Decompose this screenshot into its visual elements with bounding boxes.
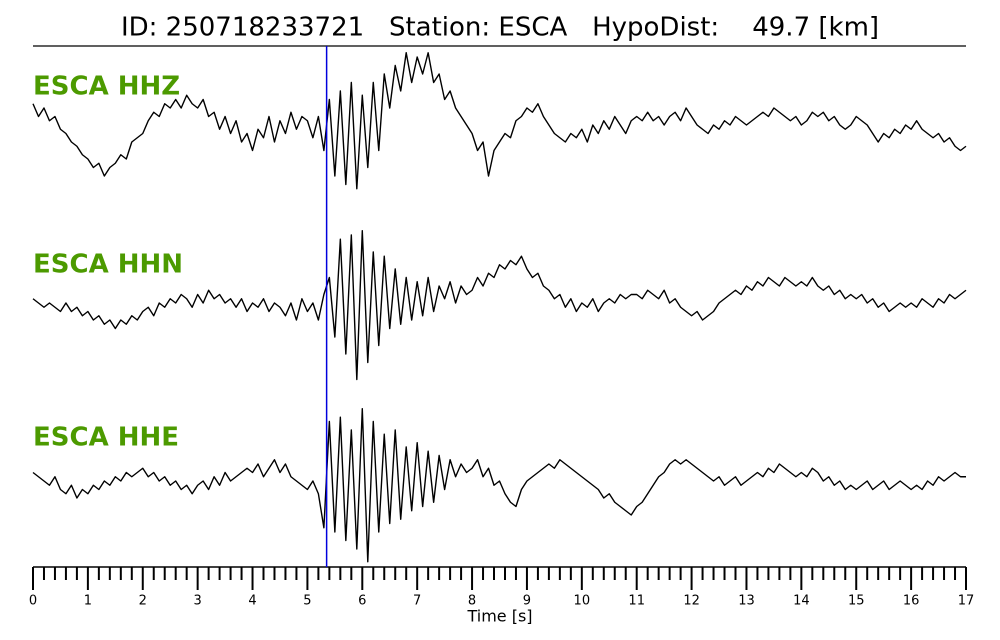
x-tick-label: 2 xyxy=(139,594,147,609)
trace-label: ESCA HHE xyxy=(33,423,179,453)
x-tick-label: 11 xyxy=(628,594,645,609)
x-tick-label: 7 xyxy=(413,594,421,609)
x-tick-label: 6 xyxy=(358,594,366,609)
x-tick-label: 3 xyxy=(194,594,202,609)
x-tick-label: 5 xyxy=(303,594,311,609)
trace-label: ESCA HHN xyxy=(33,250,183,280)
waveform xyxy=(32,230,967,381)
x-tick-label: 12 xyxy=(683,594,700,609)
x-tick-label: 4 xyxy=(248,594,256,609)
x-tick-label: 13 xyxy=(738,594,755,609)
waveform xyxy=(32,408,966,563)
x-tick-label: 9 xyxy=(523,594,531,609)
x-tick-label: 15 xyxy=(848,594,865,609)
x-tick-label: 10 xyxy=(574,594,591,609)
x-tick-label: 8 xyxy=(468,594,476,609)
x-axis-label: Time [s] xyxy=(466,607,532,626)
x-tick-label: 0 xyxy=(29,594,37,609)
x-tick-label: 17 xyxy=(958,594,975,609)
trace-label: ESCA HHZ xyxy=(33,72,180,102)
x-tick-label: 1 xyxy=(84,594,92,609)
waveform xyxy=(32,52,967,190)
x-tick-label: 14 xyxy=(793,594,810,609)
x-tick-label: 16 xyxy=(903,594,920,609)
chart-title: ID: 250718233721 Station: ESCA HypoDist:… xyxy=(121,13,879,43)
